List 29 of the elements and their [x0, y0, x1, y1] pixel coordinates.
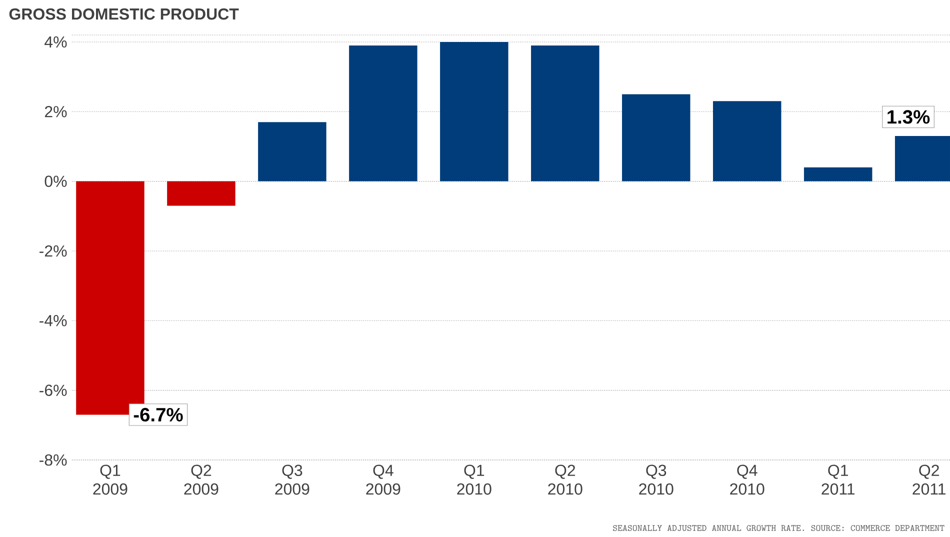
- x-tick-label: Q4 2009: [366, 464, 400, 495]
- x-tick-label: Q2 2011: [912, 464, 946, 495]
- x-tick-label: Q1 2010: [457, 464, 492, 495]
- y-tick-label: -6%: [40, 384, 67, 396]
- y-tick-label: 2%: [44, 106, 67, 118]
- data-label: 1.3%: [888, 110, 930, 124]
- bar: [440, 42, 508, 182]
- y-tick-label: 0%: [44, 176, 67, 187]
- data-label: -6.7%: [134, 408, 183, 422]
- bar: [531, 45, 600, 182]
- x-tick-label: Q2 2009: [184, 464, 218, 495]
- y-tick-label: -4%: [40, 315, 67, 326]
- x-tick-label: Q4 2010: [730, 464, 764, 495]
- bar: [712, 101, 782, 182]
- y-tick-label: -8%: [40, 454, 67, 466]
- x-tick-label: Q2 2010: [548, 464, 582, 495]
- bar: [622, 94, 690, 182]
- bar: [804, 167, 872, 182]
- x-tick-label: Q1 2009: [93, 464, 128, 495]
- chart-title: GROSS DOMESTIC PRODUCT: [9, 8, 239, 20]
- bar: [258, 122, 326, 182]
- x-tick-label: Q3 2010: [639, 464, 674, 495]
- y-tick-label: 4%: [44, 36, 67, 48]
- bar: [349, 45, 418, 182]
- x-tick-label: Q3 2009: [275, 464, 310, 495]
- bar: [167, 181, 236, 206]
- x-tick-label: Q1 2011: [822, 464, 855, 495]
- y-tick-label: -2%: [40, 245, 67, 257]
- text: SEASONALLY ADJUSTED ANNUAL GROWTH RATE. SOURCE: COMMERCE DEPARTMENT: [613, 525, 944, 531]
